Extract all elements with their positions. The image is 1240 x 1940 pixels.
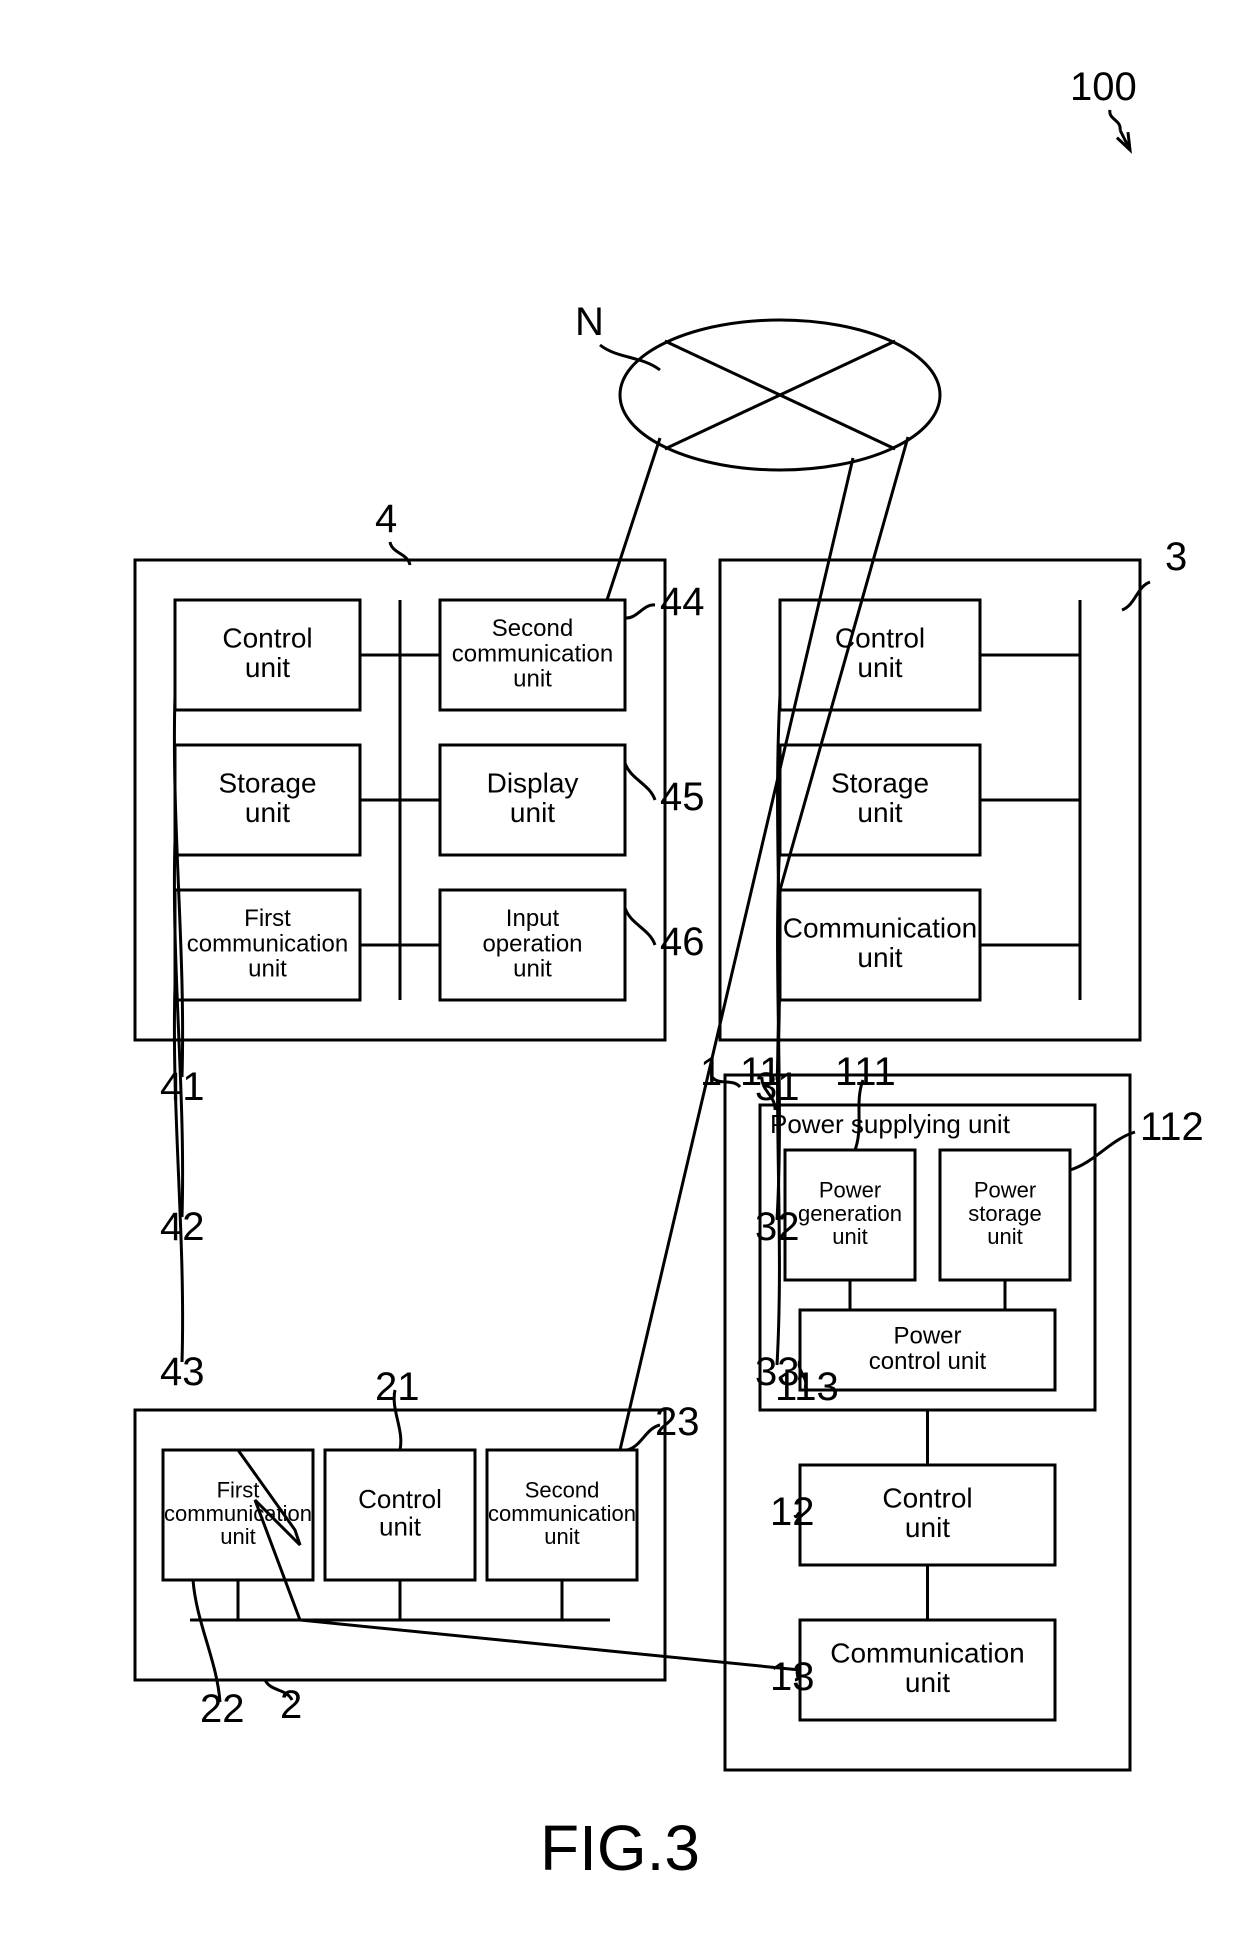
power-supplying-title: Power supplying unit	[770, 1109, 1011, 1139]
ref-3: 3	[1165, 535, 1187, 579]
ref-1: 1	[700, 1050, 722, 1094]
block-3-unit-label: unit	[857, 797, 902, 828]
ref-112: 112	[1140, 1105, 1204, 1149]
block-4-unit-label: communication	[452, 640, 613, 667]
block-4-unit-label: Second	[492, 615, 573, 642]
ref-lead	[600, 345, 660, 370]
block-2-unit-label: unit	[220, 1524, 255, 1549]
block-3-unit-label: unit	[857, 942, 902, 973]
ref-21: 21	[375, 1365, 420, 1409]
power-sub-label: Power	[819, 1178, 881, 1203]
block-4-unit-label: unit	[513, 956, 552, 983]
figure-label: FIG.3	[540, 1812, 700, 1884]
pcu-label: control unit	[869, 1348, 987, 1375]
net-to-4	[607, 438, 660, 600]
ref-2: 2	[280, 1683, 302, 1727]
ref-11: 11	[740, 1050, 782, 1094]
ref-lead	[1122, 582, 1150, 610]
block-4-unit-label: Storage	[218, 768, 316, 799]
ref-111: 111	[835, 1050, 896, 1094]
block-4-unit-label: Input	[506, 905, 560, 932]
block-4-unit-label: operation	[482, 930, 582, 957]
net-to-2	[620, 458, 853, 1450]
block-4-unit-label: First	[244, 905, 291, 932]
block-4-unit-label: Display	[487, 768, 579, 799]
block-4-unit-label: unit	[248, 956, 287, 983]
ref-lead	[625, 908, 655, 945]
power-sub-label: storage	[968, 1201, 1041, 1226]
ref-22: 22	[200, 1687, 245, 1731]
ref-13: 13	[770, 1655, 815, 1699]
block-4-unit-label: communication	[187, 930, 348, 957]
block-4-unit-label: Control	[222, 623, 312, 654]
block-3-unit-label: Communication	[783, 913, 978, 944]
block-3-unit-label: Storage	[831, 768, 929, 799]
ref-N: N	[575, 300, 604, 344]
block-3-unit-label: unit	[857, 652, 902, 683]
pcu-label: Power	[893, 1323, 961, 1350]
ref-lead	[1070, 1132, 1135, 1170]
block-2-unit-label: First	[217, 1478, 260, 1503]
power-sub-label: Power	[974, 1178, 1036, 1203]
ref-46: 46	[660, 920, 705, 964]
ref-4: 4	[375, 497, 397, 541]
ref-lead	[193, 1580, 220, 1702]
block-4-unit-label: unit	[245, 797, 290, 828]
block-2-unit-label: Second	[525, 1478, 600, 1503]
block-4-unit-label: unit	[510, 797, 555, 828]
power-sub-label: generation	[798, 1201, 902, 1226]
ref-23: 23	[655, 1400, 700, 1444]
ref-lead	[1110, 110, 1120, 130]
ref-44: 44	[660, 580, 705, 624]
ref-12: 12	[770, 1490, 815, 1534]
ref-lead	[625, 763, 655, 800]
b1-ctrl-label: unit	[905, 1512, 950, 1543]
ref-45: 45	[660, 775, 705, 819]
ref-lead	[625, 605, 655, 618]
b1-comm-label: Communication	[830, 1638, 1025, 1669]
block-2-unit-label: communication	[488, 1501, 636, 1526]
power-sub-label: unit	[987, 1224, 1022, 1249]
b1-comm-label: unit	[905, 1667, 950, 1698]
block-4-unit-label: unit	[513, 666, 552, 693]
power-sub-label: unit	[832, 1224, 867, 1249]
b1-ctrl-label: Control	[882, 1483, 972, 1514]
block-2-unit-label: unit	[544, 1524, 579, 1549]
block-4-unit-label: unit	[245, 652, 290, 683]
ref-lead	[390, 542, 410, 565]
ref-100: 100	[1070, 65, 1137, 109]
zigzag-link	[238, 1450, 800, 1670]
block-2-unit-label: Control	[358, 1484, 442, 1514]
block-2-unit-label: unit	[379, 1512, 422, 1542]
